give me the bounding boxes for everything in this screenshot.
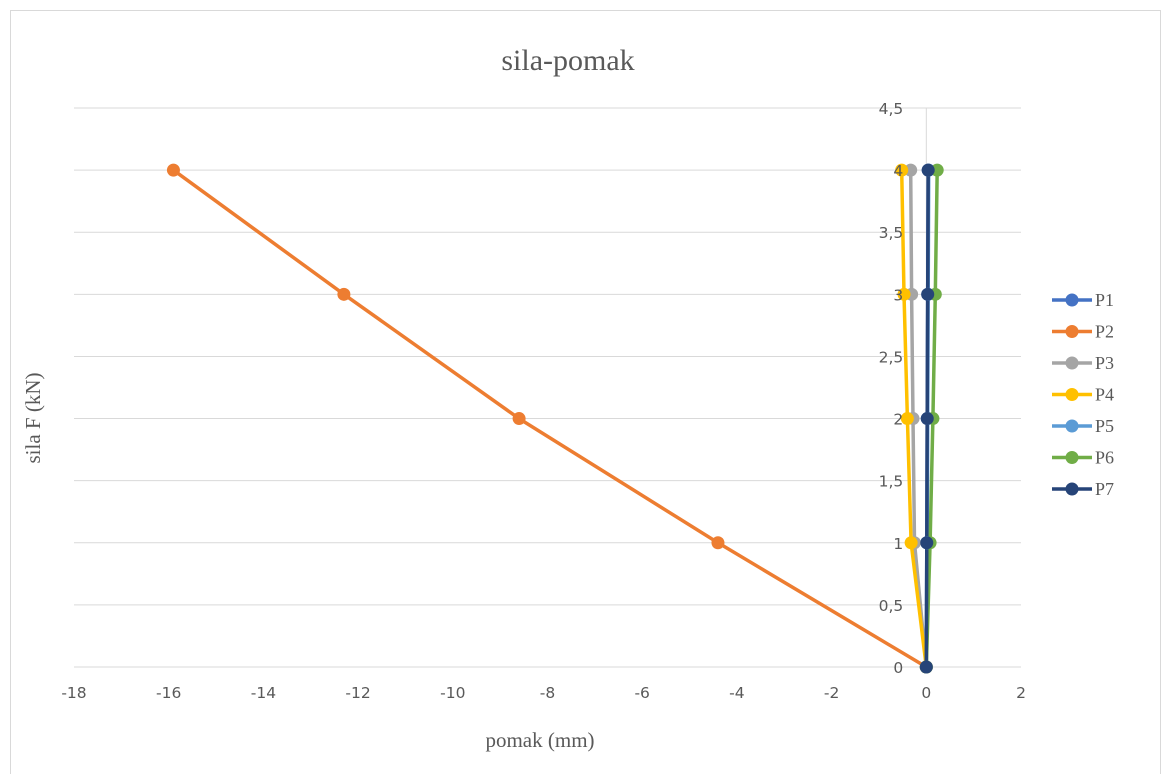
legend-item-p3: P3 — [1052, 353, 1114, 373]
x-tick-label: -14 — [251, 684, 276, 702]
legend-marker — [1065, 482, 1079, 496]
x-tick-label: 0 — [921, 684, 931, 702]
y-tick-label: 2 — [893, 411, 903, 429]
data-point-p7 — [920, 536, 934, 550]
legend-item-p4: P4 — [1052, 385, 1114, 405]
y-tick-label: 1,5 — [879, 473, 904, 491]
x-tick-label: 2 — [1016, 684, 1026, 702]
y-tick-label: 0,5 — [879, 597, 904, 615]
legend-label: P4 — [1095, 385, 1114, 405]
y-tick-label: 1 — [893, 535, 903, 553]
data-point-p2 — [337, 287, 351, 301]
y-tick-label: 4,5 — [879, 100, 904, 118]
legend-label: P6 — [1095, 448, 1114, 468]
data-point-p7 — [919, 660, 933, 674]
legend-item-p5: P5 — [1052, 416, 1114, 436]
x-tick-label: -8 — [540, 684, 555, 702]
y-axis-title: sila F (kN) — [21, 373, 45, 464]
y-tick-label: 3 — [893, 286, 903, 304]
series-points — [166, 163, 944, 674]
data-point-p4 — [900, 412, 914, 426]
tick-labels: 0 0,5 1 1,5 2 2,5 3 3,5 4 4,5 -18 -16 -14 -12 -10 -8 -6 -… — [61, 100, 1026, 702]
legend-marker — [1065, 325, 1079, 338]
y-tick-label: 0 — [893, 659, 903, 677]
data-point-p2 — [711, 536, 725, 550]
data-point-p4 — [897, 287, 911, 301]
legend: P1 P2 P3 P4 P5 P6 P7 — [1052, 290, 1114, 499]
y-tick-label: 4 — [893, 162, 903, 180]
chart-area — [10, 10, 1161, 774]
x-tick-label: -12 — [345, 684, 370, 702]
legend-label: P3 — [1095, 353, 1114, 373]
legend-marker — [1065, 356, 1079, 370]
x-tick-label: -6 — [634, 684, 649, 702]
legend-label: P7 — [1095, 479, 1114, 499]
legend-marker — [1065, 293, 1079, 307]
data-point-p6 — [930, 163, 944, 177]
legend-marker — [1065, 388, 1079, 401]
legend-item-p7: P7 — [1052, 479, 1114, 499]
legend-marker — [1065, 451, 1079, 464]
legend-label: P5 — [1095, 416, 1114, 436]
data-point-p2 — [166, 163, 180, 177]
data-point-p2 — [512, 412, 526, 426]
y-tick-label: 3,5 — [879, 224, 904, 242]
data-point-p3 — [904, 163, 918, 177]
legend-marker — [1065, 419, 1079, 433]
x-tick-label: -4 — [729, 684, 744, 702]
legend-label: P2 — [1095, 322, 1114, 342]
data-point-p4 — [904, 536, 918, 550]
data-point-p4 — [895, 163, 909, 177]
legend-item-p1: P1 — [1052, 290, 1114, 310]
legend-label: P1 — [1095, 290, 1114, 310]
y-tick-label: 2,5 — [879, 348, 904, 366]
data-point-p7 — [921, 287, 935, 301]
x-axis-title: pomak (mm) — [485, 728, 594, 752]
legend-item-p6: P6 — [1052, 448, 1114, 468]
chart-title: sila-pomak — [501, 44, 634, 77]
x-tick-label: -18 — [61, 684, 86, 702]
data-point-p7 — [920, 412, 934, 426]
axes — [74, 108, 1021, 668]
x-tick-label: -2 — [824, 684, 839, 702]
data-point-p7 — [921, 163, 935, 177]
x-tick-label: -16 — [156, 684, 181, 702]
gridlines — [74, 107, 1021, 606]
x-tick-label: -10 — [440, 684, 465, 702]
legend-item-p2: P2 — [1052, 322, 1114, 342]
